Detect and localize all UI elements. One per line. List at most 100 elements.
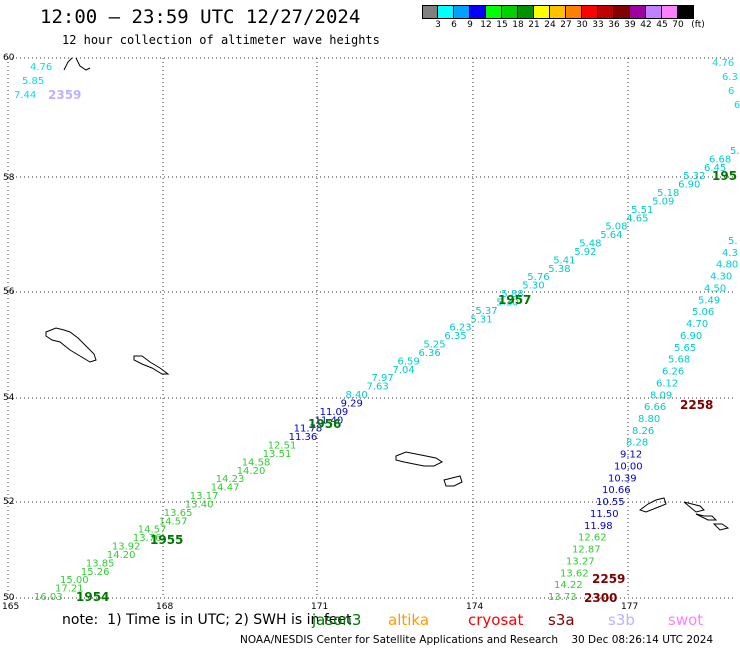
wave-height-label: 4.50 [704,284,726,295]
wave-height-label: 4.30 [710,272,732,283]
wave-height-label: 9.12 [620,450,642,461]
wave-height-label: 11.78 [294,424,323,435]
wave-height-label: 7.04 [393,365,415,376]
legend-swatch [598,5,614,19]
legend-label: 15 [496,20,508,30]
wave-height-label: 12.51 [268,441,297,452]
wave-height-label: 12.87 [572,545,601,556]
wave-height-label: 11.50 [590,509,619,520]
legend-label: 21 [528,20,540,30]
wave-height-label: 4.80 [716,260,738,271]
longitude-label: 168 [156,602,173,612]
wave-height-label: 5.49 [698,295,720,306]
grid-lines [7,57,736,599]
wave-height-label: 15.00 [60,575,89,586]
track-labels: 4.765.857.44 23594.766.36616.0317.2115.00… [14,58,740,605]
legend-label: 18 [512,20,524,30]
legend-swatch [470,5,486,19]
legend-swatch [646,5,662,19]
wave-height-label: 6.12 [656,378,678,389]
longitude-label: 171 [311,602,328,612]
wave-height-label: 13.73 [548,592,577,603]
pass-time-label: 2300 [584,591,617,605]
legend-swatch [438,5,454,19]
legend-label: 45 [656,20,668,30]
legend-swatch [534,5,550,19]
longitude-label: 177 [621,602,638,612]
wave-height-label: 10.39 [608,473,637,484]
legend-label: 36 [608,20,620,30]
pass-time-label: 2359 [48,88,81,102]
wave-height-label: 6 [734,100,740,111]
coastlines [45,57,730,531]
wave-height-label: 11.09 [320,407,349,418]
coastline [695,513,718,521]
wave-height-label: 14.22 [554,580,583,591]
wave-height-label: 14.47 [211,483,240,494]
wave-height-label: 6.90 [680,331,702,342]
wave-height-label: 14.57 [138,525,167,536]
longitude-label: 174 [466,602,483,612]
mission-label-altika: altika [388,611,430,629]
legend-label: 27 [560,20,572,30]
wave-height-label: 5.30 [522,281,544,292]
wave-height-label: 11.98 [584,521,613,532]
wave-height-label: 5.51 [631,205,653,216]
coastline [133,355,170,375]
wave-height-label: 7.44 [14,90,36,101]
wave-height-label: 13.27 [566,556,595,567]
legend-swatch [582,5,598,19]
wave-height-label: 13.17 [190,491,219,502]
wave-height-label: 5.18 [657,188,679,199]
wave-height-label: 15.26 [81,567,110,578]
page-subtitle: 12 hour collection of altimeter wave hei… [62,33,380,47]
coastline [45,327,97,363]
wave-height-label: 11.40 [315,415,344,426]
wave-height-label: 7.97 [372,373,394,384]
legend-swatch [518,5,534,19]
wave-height-label: 8.28 [626,438,648,449]
wave-height-label: 8.26 [632,426,654,437]
wave-height-label: 6.36 [419,348,441,359]
wave-height-label: 4.70 [686,319,708,330]
wave-height-label: 5.68 [668,355,690,366]
wave-height-label: 5.32 [683,171,705,182]
color-legend: 3 6 9 12 15 18 21 24 27 30 33 36 39 42 45 70 (ft) [422,5,732,31]
wave-height-label: 4.65 [626,213,648,224]
wave-height-label: 4.76 [30,62,52,73]
wave-height-label: 5. [728,236,738,247]
legend-label: 6 [451,20,457,30]
wave-height-label: 5.30 [496,298,518,309]
wave-height-label: 6.66 [644,402,666,413]
coastline [395,451,443,467]
legend-swatch [502,5,518,19]
legend-labels: 3 6 9 12 15 18 21 24 27 30 33 36 39 42 45 70 (ft) [422,19,732,31]
wave-height-label: 6.35 [444,331,466,342]
legend-swatch [550,5,566,19]
wave-height-label: 7.63 [367,382,389,393]
wave-height-label: 9.29 [341,399,363,410]
coastline [63,57,91,71]
map-frame [7,57,737,599]
legend-label: 39 [624,20,636,30]
pass-time-label: 2258 [680,398,713,412]
legend-label: 30 [576,20,588,30]
wave-height-label: 8.09 [650,390,672,401]
wave-height-label: 13.40 [185,499,214,510]
wave-height-label: 5.76 [527,272,549,283]
wave-height-label: 10.00 [614,462,643,473]
wave-height-label: 11.36 [289,432,318,443]
wave-height-label: 6.26 [662,367,684,378]
pass-time-label: 1957 [498,293,531,307]
wave-height-label: 6 [728,86,734,97]
wave-height-label: 14.20 [237,466,266,477]
wave-height-label: 13.65 [164,508,193,519]
legend-label: 33 [592,20,604,30]
longitude-label: 165 [2,602,19,612]
wave-height-label: 6.23 [449,323,471,334]
wave-height-label: 14.23 [216,474,245,485]
wave-height-label: 5.88 [501,289,523,300]
legend-swatch [662,5,678,19]
wave-height-label: 5.64 [600,230,622,241]
wave-height-label: 17.21 [55,584,84,595]
